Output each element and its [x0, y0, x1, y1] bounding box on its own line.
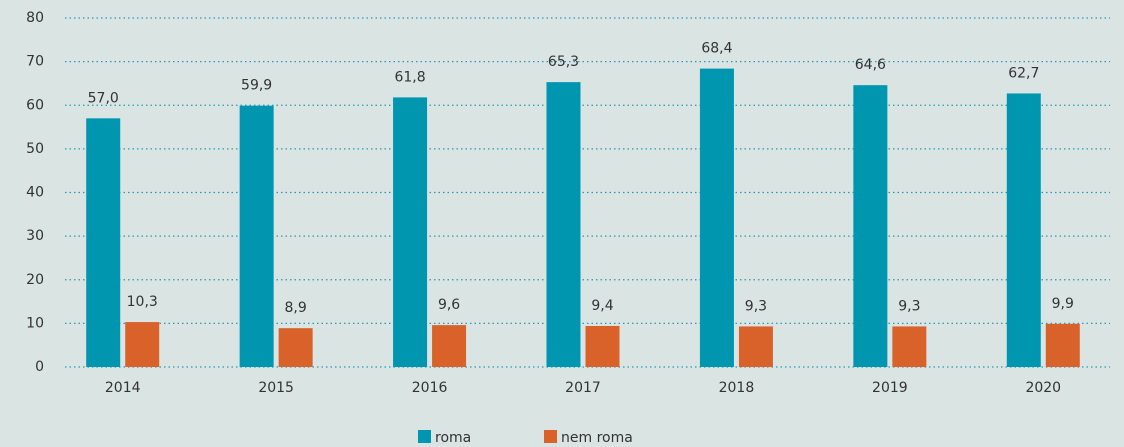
- x-tick-label: 2015: [258, 380, 294, 396]
- y-tick-label: 70: [26, 54, 44, 70]
- y-tick-label: 10: [26, 315, 44, 331]
- x-tick-label: 2020: [1025, 380, 1061, 396]
- data-label: 57,0: [88, 90, 119, 106]
- bar: [432, 325, 467, 367]
- x-tick-label: 2016: [412, 380, 448, 396]
- data-label: 62,7: [1008, 65, 1039, 81]
- bar: [585, 325, 620, 367]
- data-label: 64,6: [855, 57, 886, 73]
- data-label: 68,4: [701, 41, 732, 57]
- x-tick-label: 2017: [565, 380, 601, 396]
- data-label: 9,6: [438, 297, 460, 313]
- y-tick-label: 50: [26, 141, 44, 157]
- legend-swatch: [418, 430, 431, 443]
- x-tick-label: 2018: [719, 380, 755, 396]
- bar: [125, 322, 160, 367]
- bar: [738, 326, 773, 367]
- bar: [393, 97, 428, 368]
- bar: [853, 85, 888, 368]
- bar: [86, 118, 121, 368]
- legend-label: roma: [435, 430, 471, 446]
- bar: [699, 68, 734, 367]
- data-label: 59,9: [241, 78, 272, 94]
- y-tick-label: 0: [35, 359, 44, 375]
- bar: [892, 326, 927, 367]
- x-tick-label: 2014: [105, 380, 141, 396]
- bar: [546, 82, 581, 367]
- y-tick-label: 60: [26, 97, 44, 113]
- y-tick-label: 40: [26, 185, 44, 201]
- y-tick-label: 30: [26, 228, 44, 244]
- data-label: 9,4: [591, 298, 613, 314]
- data-label: 9,3: [898, 298, 920, 314]
- data-label: 65,3: [548, 54, 579, 70]
- data-label: 8,9: [285, 300, 307, 316]
- bar: [1006, 93, 1041, 367]
- y-tick-label: 80: [26, 10, 44, 26]
- bar: [239, 105, 274, 367]
- data-label: 9,3: [745, 298, 767, 314]
- bar: [278, 328, 313, 367]
- bar: [1045, 323, 1080, 367]
- legend-label: nem roma: [561, 430, 633, 446]
- data-label: 9,9: [1052, 296, 1074, 312]
- data-label: 10,3: [127, 294, 158, 310]
- y-tick-label: 20: [26, 272, 44, 288]
- x-tick-label: 2019: [872, 380, 908, 396]
- legend-swatch: [544, 430, 557, 443]
- data-label: 61,8: [394, 69, 425, 85]
